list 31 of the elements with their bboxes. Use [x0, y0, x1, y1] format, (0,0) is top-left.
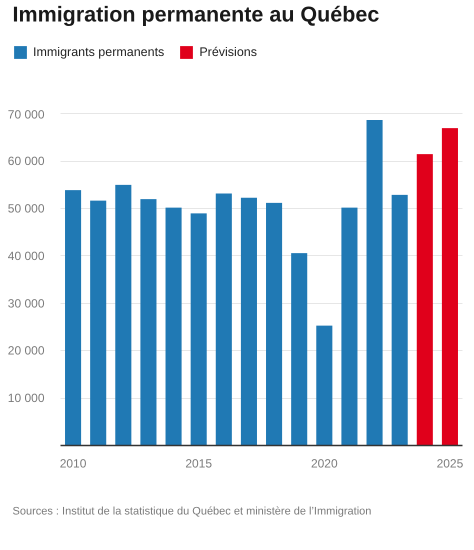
x-tick-label: 2025: [436, 456, 464, 470]
source-note: Sources : Institut de la statistique du Québec et ministère de l’Immigration: [12, 506, 372, 518]
bar: [416, 154, 433, 446]
y-tick-label: 10 000: [8, 391, 45, 406]
chart-title: Immigration permanente au Québec: [12, 2, 380, 26]
bar: [341, 208, 358, 446]
bar: [366, 120, 383, 446]
x-tick-label: 2015: [185, 456, 212, 470]
bar: [140, 199, 156, 446]
bar: [216, 193, 232, 446]
bar: [442, 128, 458, 446]
x-tick-label: 2020: [310, 456, 338, 470]
y-tick-label: 50 000: [8, 202, 45, 216]
bar: [240, 198, 257, 446]
bar: [266, 202, 282, 446]
bar: [190, 213, 207, 446]
bar: [65, 190, 82, 446]
y-tick-label: 30 000: [8, 296, 45, 310]
bar: [392, 194, 408, 446]
legend-label: Prévisions: [199, 45, 257, 59]
x-tick-label: 2010: [60, 456, 87, 470]
bar: [166, 208, 182, 446]
bar: [115, 184, 132, 446]
y-tick-label: 40 000: [8, 248, 45, 263]
y-tick-label: 20 000: [8, 344, 45, 358]
bar: [316, 326, 332, 446]
bar: [291, 253, 308, 446]
legend-label: Immigrants permanents: [33, 45, 164, 59]
y-tick-label: 60 000: [8, 154, 45, 168]
bar: [90, 200, 106, 446]
y-tick-label: 70 000: [8, 108, 45, 122]
